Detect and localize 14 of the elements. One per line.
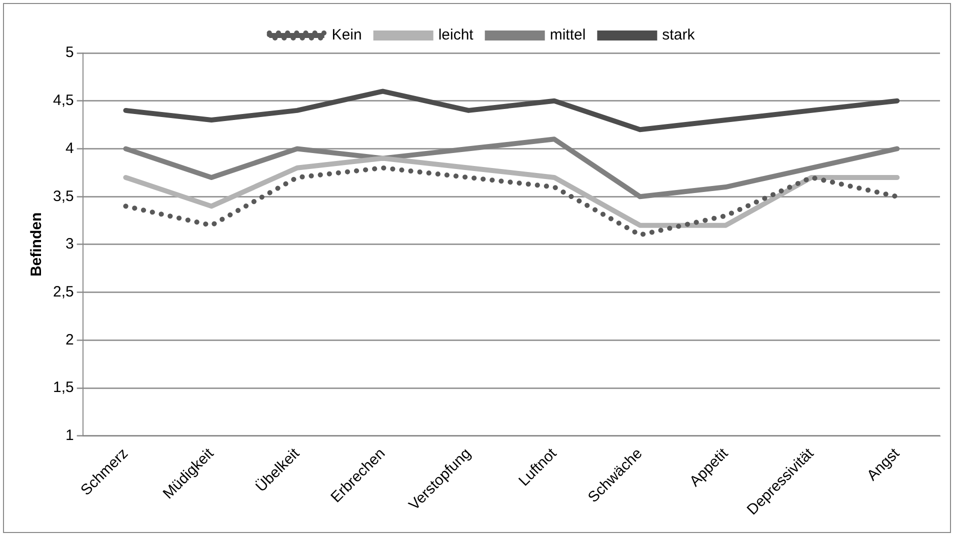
legend-label: leicht — [438, 26, 474, 44]
legend-label: Kein — [332, 26, 362, 44]
y-tick-label: 5 — [66, 44, 74, 62]
y-tick-label: 3,5 — [52, 188, 74, 205]
y-tick-label: 4 — [66, 140, 74, 157]
legend-label: mittel — [550, 26, 586, 44]
y-tick-label: 4,5 — [52, 92, 74, 110]
y-axis-title: Befinden — [28, 212, 46, 277]
legend-label: stark — [662, 26, 696, 44]
y-tick-label: 1,5 — [52, 379, 74, 396]
y-tick-label: 2,5 — [52, 283, 74, 300]
y-tick-label: 3 — [66, 236, 74, 253]
y-tick-label: 2 — [66, 331, 74, 348]
y-tick-label: 1 — [66, 427, 74, 444]
